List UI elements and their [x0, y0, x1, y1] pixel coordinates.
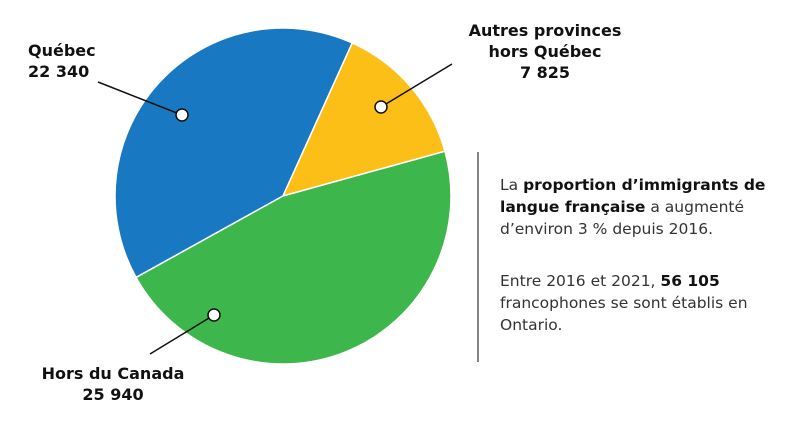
note-text: Entre 2016 et 2021,	[500, 272, 661, 290]
leader-line	[97, 81, 183, 116]
label-dot	[175, 108, 189, 122]
value-label: 25 940	[82, 385, 144, 404]
note: Entre 2016 et 2021, 56 105 francophones …	[500, 270, 775, 336]
note-text: francophones se sont établis en Ontario.	[500, 294, 748, 334]
value-label: 22 340	[28, 62, 90, 81]
note: La proportion d’immigrants de langue fra…	[500, 174, 785, 240]
pie-slice	[281, 41, 446, 198]
leader-line	[149, 314, 215, 355]
note-bold: 56 105	[660, 272, 720, 290]
note-text: a augmenté d’environ 3 % depuis 2016.	[500, 198, 745, 238]
pie-slice	[114, 27, 354, 279]
note-text: La	[500, 176, 524, 194]
label-dot	[374, 100, 388, 114]
slice-label: Québec 22 340	[28, 40, 96, 82]
label-dot	[207, 308, 221, 322]
category-label: Hors du Canada	[41, 364, 185, 383]
slice-label: Hors du Canada 25 940	[30, 363, 196, 405]
value-label: 7 825	[519, 63, 571, 82]
slice-label: Autres provinces hors Québec 7 825	[460, 20, 630, 83]
category-label: Autres provinces hors Québec	[468, 21, 622, 61]
leader-line	[380, 63, 453, 108]
category-label: Québec	[28, 41, 96, 60]
note-bold: proportion d’immigrants de langue frança…	[500, 176, 766, 216]
